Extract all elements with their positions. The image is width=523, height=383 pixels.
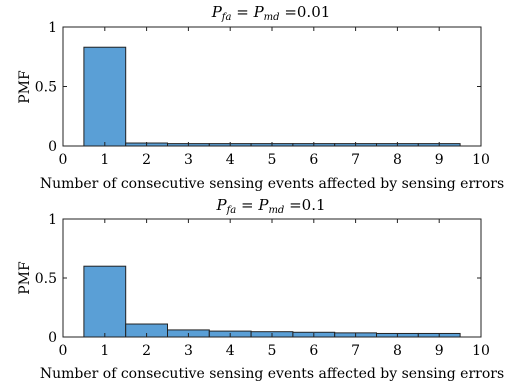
y-tick-label-2-0.5: 0.5 xyxy=(35,271,57,287)
y-axis-label-1: PMF xyxy=(17,70,33,104)
x-tick-label-2-7: 7 xyxy=(351,343,360,359)
x-axis-label-1: Number of consecutive sensing events aff… xyxy=(40,176,504,192)
x-tick-label-2-10: 10 xyxy=(472,343,490,359)
x-tick-label-2-1: 1 xyxy=(100,343,109,359)
x-tick-label-2-5: 5 xyxy=(268,343,277,359)
y-tick-label-1-0.5: 0.5 xyxy=(35,80,57,96)
x-tick-label-2-2: 2 xyxy=(142,343,151,359)
x-tick-label-1-9: 9 xyxy=(435,152,444,168)
x-tick-label-1-1: 1 xyxy=(100,152,109,168)
chart-panel-2: Pfa = Pmd =0.1 0 1 2 3 4 5 6 7 8 9 10 00.51 PMF Nu… xyxy=(17,196,504,382)
y-tick-label-2-1: 1 xyxy=(48,212,57,228)
x-tick-label-1-10: 10 xyxy=(472,152,490,168)
y-ticks-1: 00.51 xyxy=(35,20,481,155)
x-tick-label-1-0: 0 xyxy=(59,152,68,168)
x-tick-label-1-2: 2 xyxy=(142,152,151,168)
x-tick-label-1-7: 7 xyxy=(351,152,360,168)
chart-title-2: Pfa = Pmd =0.1 xyxy=(215,196,325,216)
x-tick-label-2-3: 3 xyxy=(184,343,193,359)
chart-title-1: Pfa = Pmd =0.01 xyxy=(211,3,331,23)
x-tick-label-1-3: 3 xyxy=(184,152,193,168)
x-ticks-2: 0 1 2 3 4 5 6 7 8 9 10 xyxy=(59,219,490,359)
y-tick-label-1-1: 1 xyxy=(48,20,57,36)
x-tick-label-1-8: 8 xyxy=(393,152,402,168)
bar-1-1 xyxy=(83,46,127,147)
x-tick-label-1-5: 5 xyxy=(268,152,277,168)
x-tick-label-2-4: 4 xyxy=(226,343,235,359)
x-axis-label-2: Number of consecutive sensing events aff… xyxy=(40,366,504,382)
y-ticks-2: 00.51 xyxy=(35,212,481,346)
bar-2-1 xyxy=(83,265,127,338)
x-tick-label-2-8: 8 xyxy=(393,343,402,359)
bar-group-2 xyxy=(83,265,461,338)
chart-panel-1: Pfa = Pmd =0.01 0 1 2 3 4 5 6 7 8 9 10 00.51 PMF N… xyxy=(17,3,504,192)
x-ticks-1: 0 1 2 3 4 5 6 7 8 9 10 xyxy=(59,27,490,168)
bar-group-1 xyxy=(83,46,461,147)
y-tick-label-1-0: 0 xyxy=(48,139,57,155)
x-tick-label-2-0: 0 xyxy=(59,343,68,359)
y-tick-label-2-0: 0 xyxy=(48,330,57,346)
x-tick-label-2-6: 6 xyxy=(309,343,318,359)
y-axis-label-2: PMF xyxy=(17,261,33,295)
x-tick-label-1-4: 4 xyxy=(226,152,235,168)
x-tick-label-2-9: 9 xyxy=(435,343,444,359)
x-tick-label-1-6: 6 xyxy=(309,152,318,168)
